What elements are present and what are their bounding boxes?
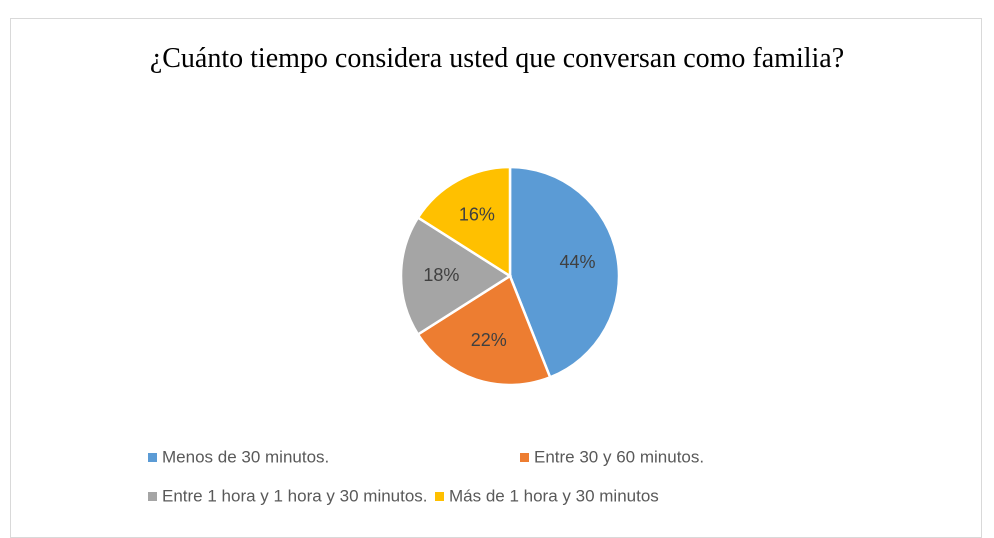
chart: 44% 22% 18% 16% Menos de 30 minutos. Entre 30… — [148, 165, 704, 505]
pie-slice — [416, 274, 552, 387]
legend-label: Entre 30 y 60 minutos. — [534, 447, 704, 466]
data-label: 18% — [423, 265, 459, 285]
data-label: 44% — [559, 252, 595, 272]
pie-slice — [416, 165, 512, 279]
page: {"chart_data": {"type": "pie", "title": … — [10, 18, 982, 538]
legend-swatch — [435, 492, 444, 501]
legend-swatch — [148, 453, 157, 462]
data-label: 16% — [459, 205, 495, 225]
chart-title: ¿Cuánto tiempo considera usted que conve… — [149, 43, 845, 74]
legend-label: Más de 1 hora y 30 minutos — [449, 486, 659, 505]
legend-label: Menos de 30 minutos. — [162, 447, 329, 466]
pie-slice — [399, 215, 513, 337]
legend-swatch — [520, 453, 529, 462]
pie-slice — [508, 165, 621, 379]
data-label: 22% — [471, 330, 507, 350]
legend-swatch — [148, 492, 157, 501]
legend-label: Entre 1 hora y 1 hora y 30 minutos. — [162, 486, 428, 505]
